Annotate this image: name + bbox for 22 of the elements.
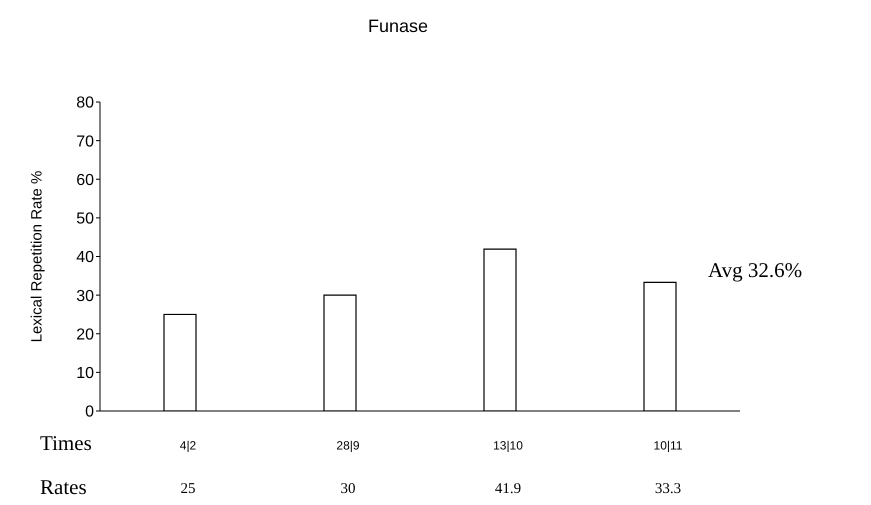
x-tick-label: 28|9 <box>336 438 360 453</box>
chart-title: Funase <box>366 16 430 37</box>
y-tick-label: 20 <box>76 326 94 344</box>
y-tick-label: 0 <box>85 404 94 421</box>
data-label: 30 <box>340 481 356 497</box>
y-tick-label: 50 <box>76 210 94 228</box>
y-tick-label: 30 <box>76 288 94 305</box>
y-tick-label: 70 <box>76 133 94 150</box>
y-tick-label: 40 <box>76 249 94 266</box>
x-tick-label: 10|11 <box>654 438 683 453</box>
x-axis-title: Times <box>40 431 92 456</box>
annotation: Avg 32.6% <box>708 258 802 283</box>
y-tick-label: 80 <box>76 94 94 112</box>
data-label: 25 <box>180 481 196 497</box>
x-tick-label: 4|2 <box>180 438 197 453</box>
text: Rates <box>40 475 87 500</box>
data-label: 41.9 <box>494 481 522 497</box>
y-tick-label: 10 <box>76 365 94 382</box>
y-axis-title: Lexical Repetition Rate % <box>28 170 46 342</box>
data-label: 33.3 <box>654 481 682 497</box>
x-tick-label: 13|10 <box>493 438 524 453</box>
y-tick-label: 60 <box>76 172 94 189</box>
